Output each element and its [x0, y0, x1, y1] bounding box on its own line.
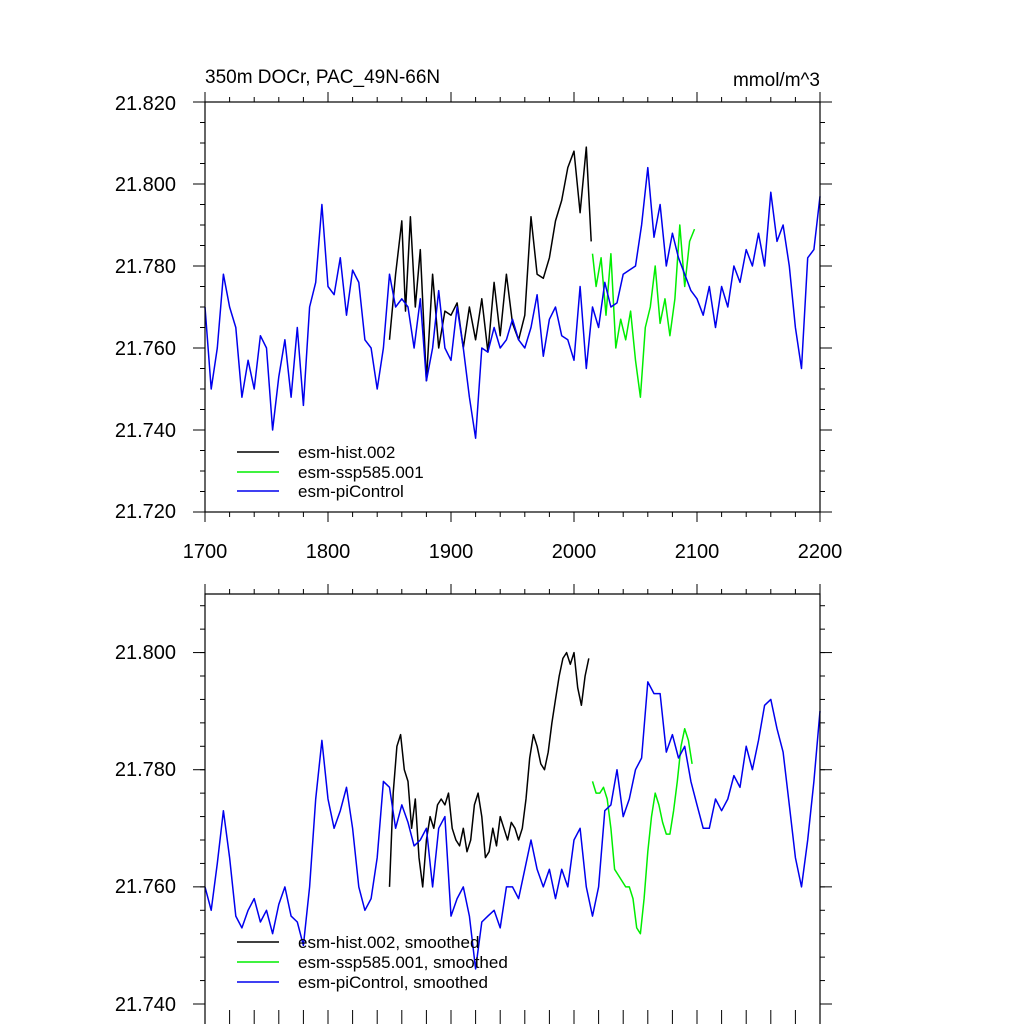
top-x-tick-label: 1700: [183, 541, 228, 563]
series-line-esm-picontrol-smoothed: [204, 681, 821, 970]
legend-label-picontrol: esm-piControl: [298, 482, 404, 501]
bottom-y-tick-labels: 21.740 21.760 21.780 21.800: [115, 642, 176, 1016]
top-y-tick-label: 21.820: [115, 93, 176, 115]
top-series-lines: [204, 146, 821, 439]
top-y-tick-label: 21.720: [115, 501, 176, 523]
top-plot-frame: [204, 101, 821, 513]
series-line-esm-hist-002-smoothed: [388, 651, 590, 888]
top-x-tick-label: 2000: [552, 541, 597, 563]
top-legend: esm-hist.002 esm-ssp585.001 esm-piContro…: [237, 443, 424, 501]
bottom-y-tick-label: 21.800: [115, 642, 176, 664]
bottom-y-tick-label: 21.740: [115, 994, 176, 1016]
top-y-tick-label: 21.760: [115, 338, 176, 360]
series-line-esm-ssp585-001: [591, 224, 696, 398]
bottom-panel: 21.740 21.760 21.780 21.800 esm-hist.002…: [115, 584, 832, 1024]
bottom-axis-ticks: [193, 584, 832, 1024]
top-title: 350m DOCr, PAC_49N-66N: [205, 67, 440, 88]
legend-label-hist: esm-hist.002: [298, 443, 395, 462]
top-y-tick-label: 21.740: [115, 420, 176, 442]
bottom-y-tick-label: 21.760: [115, 876, 176, 898]
bottom-plot-frame: [204, 593, 821, 1024]
top-x-tick-label: 1900: [429, 541, 474, 563]
legend-label-hist-smoothed: esm-hist.002, smoothed: [298, 933, 479, 952]
top-y-tick-label: 21.780: [115, 256, 176, 278]
legend-label-picontrol-smoothed: esm-piControl, smoothed: [298, 973, 488, 992]
top-x-tick-label: 2100: [675, 541, 720, 563]
top-y-tick-label: 21.800: [115, 174, 176, 196]
top-axis-ticks: [193, 92, 832, 522]
series-line-esm-ssp585-001-smoothed: [591, 727, 693, 935]
top-x-tick-labels: 1700 1800 1900 2000 2100 2200: [183, 541, 843, 563]
legend-label-ssp585-smoothed: esm-ssp585.001, smoothed: [298, 953, 508, 972]
top-x-tick-label: 1800: [306, 541, 351, 563]
bottom-y-tick-label: 21.780: [115, 759, 176, 781]
bottom-legend: esm-hist.002, smoothed esm-ssp585.001, s…: [237, 933, 508, 992]
series-line-esm-picontrol: [204, 166, 821, 439]
top-units-label: mmol/m^3: [733, 70, 820, 91]
top-x-tick-label: 2200: [798, 541, 843, 563]
bottom-series-lines: [204, 651, 821, 970]
top-y-tick-labels: 21.720 21.740 21.760 21.780 21.800 21.82…: [115, 93, 176, 523]
legend-label-ssp585: esm-ssp585.001: [298, 463, 424, 482]
top-panel: 350m DOCr, PAC_49N-66N mmol/m^3 21.720 2…: [115, 67, 842, 563]
